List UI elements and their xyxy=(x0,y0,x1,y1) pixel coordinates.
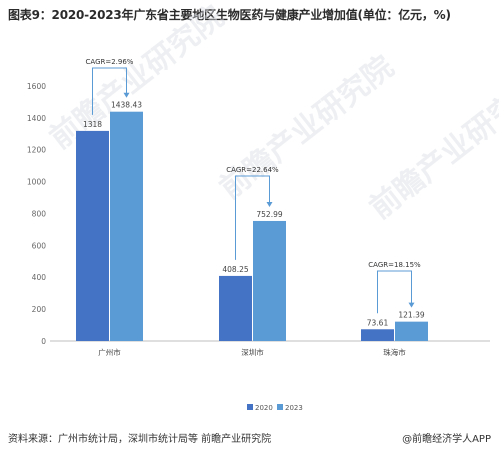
cagr-bracket xyxy=(92,67,127,115)
watermark-text: 前瞻产业研究院 xyxy=(363,69,499,226)
cagr-arrowhead xyxy=(123,92,130,98)
y-tick-label: 600 xyxy=(32,241,47,250)
y-tick-label: 800 xyxy=(32,209,47,218)
data-label: 1438.43 xyxy=(111,101,142,110)
source-note: 资料来源：广州市统计局，深圳市统计局等 前瞻产业研究院 xyxy=(8,434,272,445)
chart-title: 图表9：2020-2023年广东省主要地区生物医药与健康产业增加值(单位：亿元，… xyxy=(8,8,451,22)
y-tick-label: 1600 xyxy=(27,82,46,91)
y-tick-label: 400 xyxy=(32,273,47,282)
brand-credit: @前瞻经济学人APP xyxy=(402,434,491,445)
y-tick-label: 1400 xyxy=(27,114,46,123)
bar-2023-2 xyxy=(253,220,286,341)
category-labels: 广州市 深圳市 珠海市 xyxy=(98,347,406,357)
bar-2020-1 xyxy=(76,130,109,341)
y-tick-label: 0 xyxy=(41,337,46,346)
data-labels: 1318 1438.43 408.25 752.99 73.61 121.39 xyxy=(83,101,425,328)
category-label: 珠海市 xyxy=(383,347,406,357)
legend-label: 2020 xyxy=(255,404,273,412)
data-label: 73.61 xyxy=(367,318,389,327)
data-label: 1318 xyxy=(83,120,102,129)
cagr-arrowhead xyxy=(266,201,273,207)
category-label: 深圳市 xyxy=(241,347,264,357)
cagr-label: CAGR=22.64% xyxy=(226,166,279,174)
category-label: 广州市 xyxy=(98,347,121,357)
cagr-label: CAGR=2.96% xyxy=(86,58,134,66)
bar-2023-3 xyxy=(395,321,428,341)
cagr-bracket xyxy=(235,175,270,260)
bar-2020-3 xyxy=(361,329,394,341)
legend-swatch-2020 xyxy=(247,404,253,410)
y-tick-label: 1000 xyxy=(27,178,46,187)
data-label: 408.25 xyxy=(222,265,248,274)
cagr-label: CAGR=18.15% xyxy=(368,261,421,269)
legend-label: 2023 xyxy=(285,404,303,412)
y-tick-label: 1200 xyxy=(27,146,46,155)
y-tick-label: 200 xyxy=(32,305,47,314)
legend: 2020 2023 xyxy=(247,404,303,412)
data-label: 752.99 xyxy=(256,210,282,219)
legend-swatch-2023 xyxy=(277,404,283,410)
bar-2020-2 xyxy=(219,275,252,341)
data-label: 121.39 xyxy=(398,311,424,320)
cagr-bracket xyxy=(377,270,412,314)
bars xyxy=(76,111,428,342)
bar-2023-1 xyxy=(110,111,143,342)
watermark-text: 前瞻产业研究院 xyxy=(213,49,400,206)
y-axis-ticks: 0 200 400 600 800 1000 1200 1400 1600 xyxy=(27,82,46,346)
cagr-arrowhead xyxy=(408,302,415,308)
cagr-annotations: CAGR=2.96% CAGR=22.64% CAGR=18.15% xyxy=(86,58,421,314)
